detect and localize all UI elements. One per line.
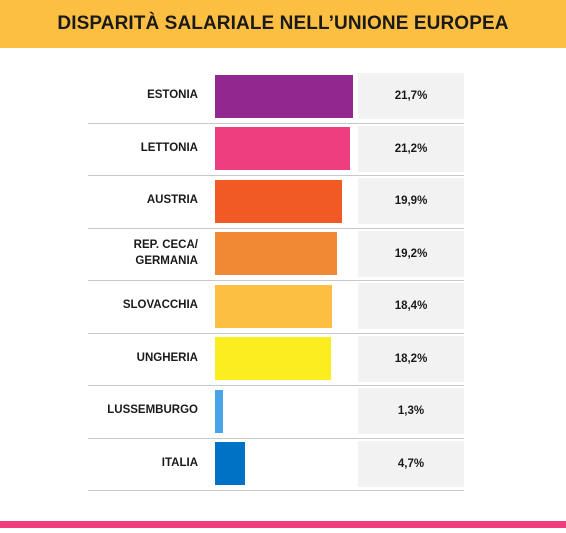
row-divider bbox=[88, 490, 464, 491]
bar-row: LUSSEMBURGO 1,3% bbox=[88, 385, 464, 438]
row-divider bbox=[88, 227, 464, 229]
bar-row: SLOVACCHIA 18,4% bbox=[88, 280, 464, 333]
data-label: 19,2% bbox=[394, 247, 428, 260]
bar bbox=[215, 337, 331, 380]
data-label: 21,2% bbox=[394, 142, 428, 155]
category-label: LETTONIA bbox=[140, 141, 198, 154]
bar bbox=[215, 74, 353, 118]
value-box: 18,4% bbox=[358, 283, 464, 329]
value-box: 21,2% bbox=[358, 125, 464, 172]
bar bbox=[215, 442, 245, 485]
chart-title: DISPARITÀ SALARIALE NELL’UNIONE EUROPEA bbox=[57, 13, 509, 34]
data-label: 1,3% bbox=[397, 405, 425, 417]
bar bbox=[215, 389, 224, 433]
category-label: REP. CECA/ GERMANIA bbox=[133, 239, 198, 267]
value-box: 21,7% bbox=[358, 73, 464, 119]
bar bbox=[215, 232, 338, 275]
row-divider bbox=[88, 280, 464, 281]
chart-title-bar: DISPARITÀ SALARIALE NELL’UNIONE EUROPEA bbox=[0, 0, 566, 48]
value-box: 1,3% bbox=[358, 388, 464, 434]
row-divider bbox=[88, 385, 464, 386]
category-label: ITALIA bbox=[161, 456, 198, 469]
row-divider bbox=[88, 122, 464, 124]
category-label: UNGHERIA bbox=[136, 351, 198, 364]
value-box: 4,7% bbox=[358, 440, 464, 487]
data-label: 18,4% bbox=[394, 300, 428, 312]
row-divider bbox=[88, 332, 464, 334]
bar bbox=[215, 127, 350, 170]
bar-row: AUSTRIA 19,9% bbox=[88, 175, 464, 228]
bar-row: ESTONIA 21,7% bbox=[88, 70, 464, 123]
row-divider bbox=[88, 437, 464, 439]
footer-accent-bar bbox=[0, 521, 566, 528]
bar-chart: ESTONIA 21,7% LETTONIA 21,2% AUSTRIA 19,9% REP… bbox=[88, 70, 464, 494]
bar bbox=[215, 179, 342, 223]
data-label: 18,2% bbox=[394, 352, 428, 365]
value-box: 19,9% bbox=[358, 178, 464, 224]
category-label: AUSTRIA bbox=[146, 194, 198, 207]
row-divider bbox=[88, 175, 464, 176]
data-label: 4,7% bbox=[397, 457, 425, 470]
category-label: ESTONIA bbox=[147, 89, 198, 102]
bar-row: UNGHERIA 18,2% bbox=[88, 333, 464, 386]
value-box: 19,2% bbox=[358, 230, 464, 277]
bar bbox=[215, 284, 332, 328]
category-label: SLOVACCHIA bbox=[122, 299, 198, 312]
category-label: LUSSEMBURGO bbox=[107, 404, 198, 417]
value-box: 18,2% bbox=[358, 335, 464, 382]
bar-row: REP. CECA/ GERMANIA 19,2% bbox=[88, 228, 464, 281]
bar-row: LETTONIA 21,2% bbox=[88, 123, 464, 176]
bar-row: ITALIA 4,7% bbox=[88, 438, 464, 491]
data-label: 21,7% bbox=[394, 90, 428, 102]
data-label: 19,9% bbox=[394, 195, 428, 207]
